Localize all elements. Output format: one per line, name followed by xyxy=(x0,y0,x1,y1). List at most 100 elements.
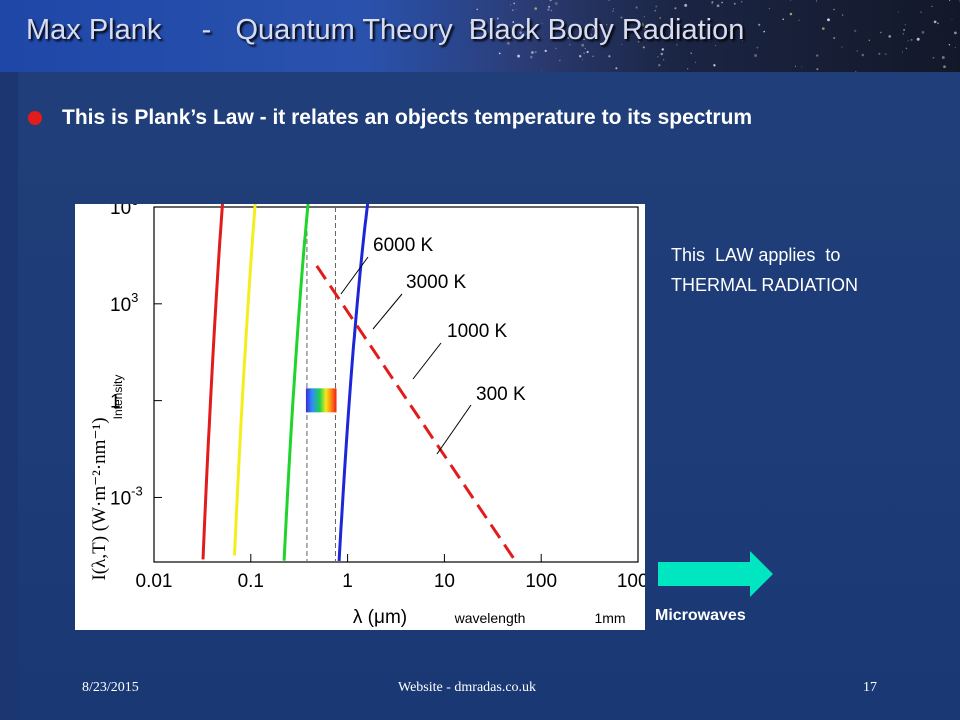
star xyxy=(555,47,557,50)
star xyxy=(659,17,661,19)
star xyxy=(801,66,803,68)
x-tick-label: 1 xyxy=(342,571,353,592)
star xyxy=(888,35,891,38)
star xyxy=(948,44,951,46)
star xyxy=(512,21,515,23)
star xyxy=(754,54,758,57)
star xyxy=(789,12,793,16)
slide-title: Max Plank - Quantum Theory Black Body Ra… xyxy=(26,14,745,46)
star xyxy=(635,6,638,9)
star xyxy=(642,46,645,49)
star xyxy=(763,30,766,33)
star xyxy=(951,18,953,20)
star xyxy=(608,0,610,1)
star xyxy=(827,18,830,22)
star xyxy=(613,8,615,10)
star xyxy=(591,34,592,36)
star xyxy=(515,9,517,11)
star xyxy=(690,52,692,54)
star xyxy=(643,27,646,31)
star xyxy=(733,2,736,5)
star xyxy=(676,44,678,46)
y-axis-title: I(λ,T) (W·m⁻²·nm⁻¹) xyxy=(89,417,110,580)
star xyxy=(821,27,825,30)
star xyxy=(554,2,558,6)
x-tick-label: 0.1 xyxy=(238,571,264,592)
visible-spectrum-swatch xyxy=(305,388,337,413)
star xyxy=(584,47,586,49)
star xyxy=(904,24,906,26)
star xyxy=(591,27,594,30)
star xyxy=(540,69,542,71)
star xyxy=(534,51,537,54)
star xyxy=(592,55,594,57)
starfield-image xyxy=(470,0,960,72)
star xyxy=(674,7,677,10)
star xyxy=(583,38,585,41)
star xyxy=(708,32,710,34)
plot-border xyxy=(153,206,639,563)
star xyxy=(879,31,882,34)
series-label-leader xyxy=(436,404,472,455)
left-strip xyxy=(0,72,18,720)
star xyxy=(916,37,920,41)
star xyxy=(510,4,512,6)
star xyxy=(878,52,881,55)
footer-date: 8/23/2015 xyxy=(82,680,139,695)
star xyxy=(868,39,871,42)
star xyxy=(901,51,903,53)
star xyxy=(547,8,550,11)
arrow-label: Microwaves xyxy=(655,607,746,624)
star xyxy=(511,9,514,12)
star xyxy=(496,17,499,20)
planck-chart: 6000 K 3000 K 1000 K 300 K 0.01 0.1 1 10 100 100… xyxy=(75,155,659,630)
star xyxy=(483,34,486,37)
star xyxy=(910,38,913,41)
x-tick-label: 100 xyxy=(525,571,557,592)
star xyxy=(790,0,792,2)
star xyxy=(716,4,720,8)
star xyxy=(954,46,956,48)
star xyxy=(586,50,589,54)
star xyxy=(794,65,796,67)
star xyxy=(620,16,623,19)
bullet-dot-icon xyxy=(28,111,42,125)
side-note: This LAW applies to THERMAL RADIATION xyxy=(671,240,858,300)
chart-frame: 6000 K 3000 K 1000 K 300 K 0.01 0.1 1 10 100 100… xyxy=(75,155,659,630)
star xyxy=(905,47,908,50)
series-label-leader xyxy=(412,342,442,380)
star xyxy=(711,1,714,4)
star xyxy=(833,8,835,11)
star xyxy=(470,21,472,24)
star xyxy=(768,7,771,10)
star xyxy=(657,56,659,58)
star xyxy=(658,64,661,67)
star xyxy=(582,59,584,61)
star xyxy=(670,21,674,24)
star xyxy=(695,61,697,63)
star xyxy=(699,37,703,40)
x-axis-extra-label: wavelength xyxy=(454,610,526,626)
star xyxy=(661,48,665,51)
star xyxy=(816,68,819,71)
star xyxy=(937,22,939,25)
star xyxy=(569,44,571,46)
y-tick-label: 1 xyxy=(110,392,121,413)
star xyxy=(841,14,844,16)
star xyxy=(513,2,516,5)
star xyxy=(931,5,933,8)
star xyxy=(660,52,664,56)
y-axis-inner-label: Intensity xyxy=(111,375,125,420)
star xyxy=(715,44,717,47)
star xyxy=(782,18,784,21)
star xyxy=(642,22,644,24)
star xyxy=(606,24,608,26)
star xyxy=(640,23,644,27)
star xyxy=(517,54,521,58)
star xyxy=(583,52,585,55)
star xyxy=(522,33,525,36)
star xyxy=(531,51,534,54)
star xyxy=(841,46,843,48)
star xyxy=(861,53,865,57)
star xyxy=(711,2,713,5)
